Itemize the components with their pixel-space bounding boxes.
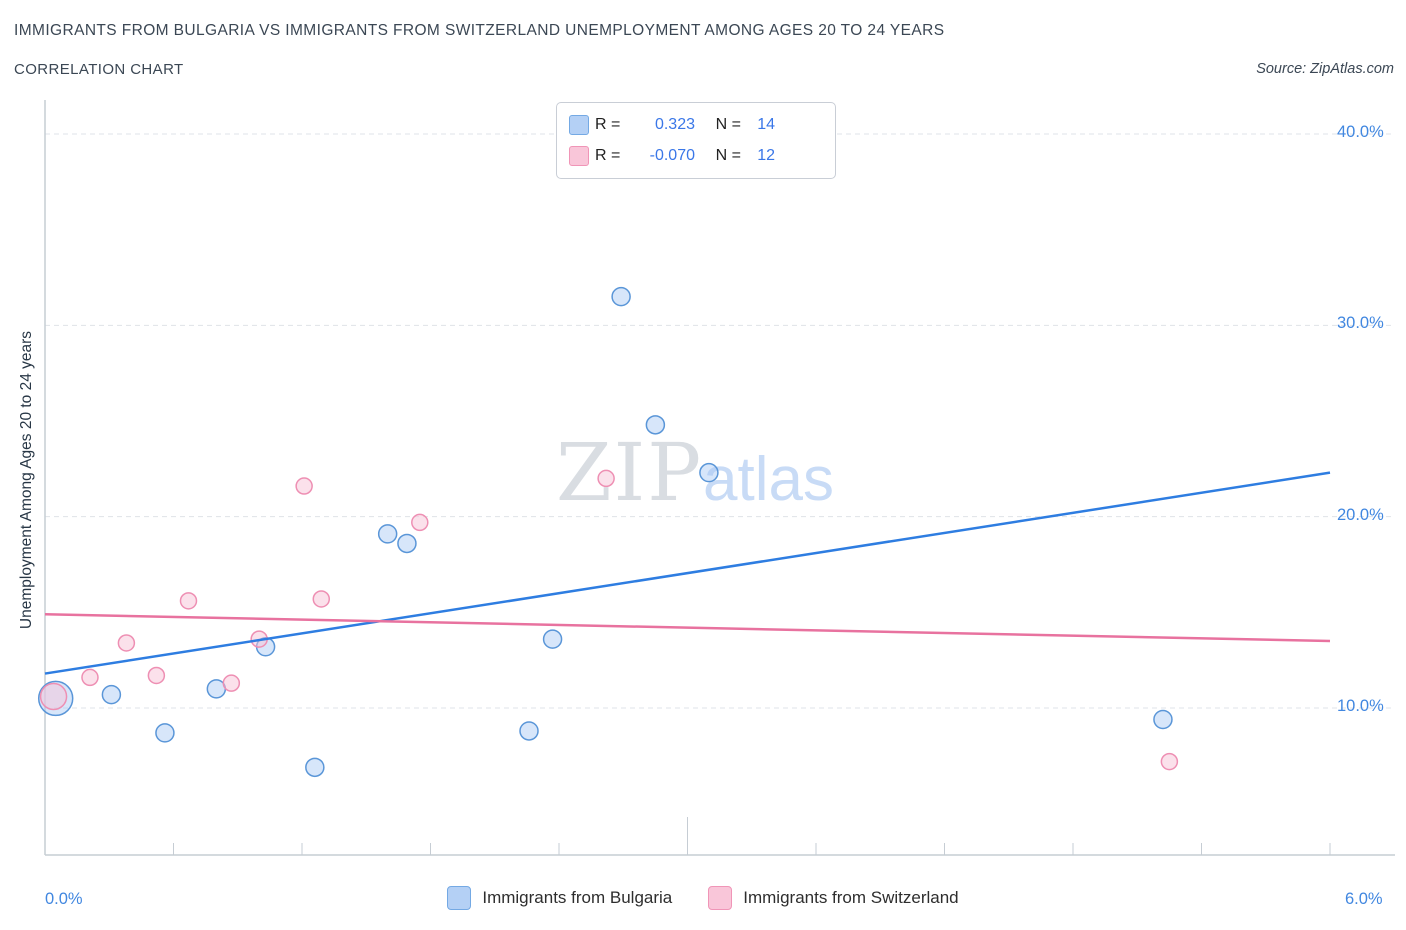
switzerland-legend-swatch-icon	[708, 886, 733, 910]
scatter-point-bulgaria	[155, 723, 175, 743]
switzerland-swatch-icon	[569, 146, 589, 166]
scatter-point-bulgaria	[542, 629, 563, 649]
legend-label-switzerland: Immigrants from Switzerland	[743, 888, 959, 907]
legend-row-switzerland: R = -0.070 N = 12	[569, 143, 823, 169]
scatter-point-switzerland	[597, 469, 615, 488]
legend-label-bulgaria: Immigrants from Bulgaria	[482, 888, 673, 907]
scatter-point-bulgaria	[397, 533, 417, 554]
scatter-point-bulgaria	[305, 757, 325, 778]
n-label: N =	[715, 116, 741, 133]
scatter-point-switzerland	[81, 668, 99, 687]
source-attribution: Source: ZipAtlas.com	[1256, 61, 1394, 77]
bulgaria-swatch-icon	[569, 115, 589, 135]
n-value-switzerland: 12	[757, 147, 775, 164]
scatter-point-bulgaria	[645, 415, 666, 435]
scatter-point-switzerland	[179, 592, 198, 610]
r-value-switzerland: -0.070	[649, 147, 695, 164]
scatter-point-switzerland	[222, 674, 241, 692]
watermark-atlas: atlas	[703, 445, 834, 514]
r-label: R =	[595, 116, 621, 133]
bulgaria-legend-swatch-icon	[447, 886, 472, 910]
scatter-point-switzerland	[39, 682, 68, 711]
x-tick-min: 0.0%	[45, 890, 83, 908]
scatter-point-switzerland	[147, 666, 166, 685]
page-title: IMMIGRANTS FROM BULGARIA VS IMMIGRANTS F…	[14, 22, 945, 39]
r-value-bulgaria: 0.323	[654, 116, 695, 133]
scatter-point-bulgaria	[377, 524, 398, 544]
scatter-point-bulgaria	[699, 462, 719, 483]
scatter-point-switzerland	[1160, 752, 1179, 771]
scatter-point-switzerland	[312, 590, 331, 608]
scatter-point-bulgaria	[611, 286, 631, 307]
trend-line-bulgaria	[44, 471, 1331, 675]
scatter-point-bulgaria	[1153, 709, 1173, 730]
scatter-point-switzerland	[117, 634, 136, 652]
scatter-point-bulgaria	[101, 684, 122, 705]
series-legend: Immigrants from Bulgaria Immigrants from…	[0, 886, 1406, 910]
watermark-zip: ZIP	[556, 426, 704, 519]
page-subtitle: CORRELATION CHART	[14, 61, 184, 78]
correlation-legend-box: R = 0.323 N = 14 R = -0.070 N = 12	[556, 102, 836, 179]
trend-line-switzerland	[44, 612, 1331, 643]
y-tick-30: 30.0%	[1337, 314, 1384, 332]
legend-item-switzerland: Immigrants from Switzerland	[708, 886, 959, 910]
legend-row-bulgaria: R = 0.323 N = 14	[569, 112, 823, 138]
scatter-point-switzerland	[295, 477, 313, 495]
x-tick-max: 6.0%	[1345, 890, 1383, 908]
r-label: R =	[595, 147, 621, 164]
n-label: N =	[715, 147, 741, 164]
y-tick-20: 20.0%	[1337, 506, 1384, 524]
n-value-bulgaria: 14	[757, 116, 775, 133]
scatter-point-bulgaria	[519, 721, 539, 741]
y-tick-10: 10.0%	[1337, 697, 1384, 715]
y-tick-40: 40.0%	[1337, 123, 1384, 141]
scatter-point-switzerland	[411, 513, 429, 532]
zipatlas-watermark: ZIP atlas	[556, 426, 834, 519]
legend-item-bulgaria: Immigrants from Bulgaria	[447, 886, 672, 910]
